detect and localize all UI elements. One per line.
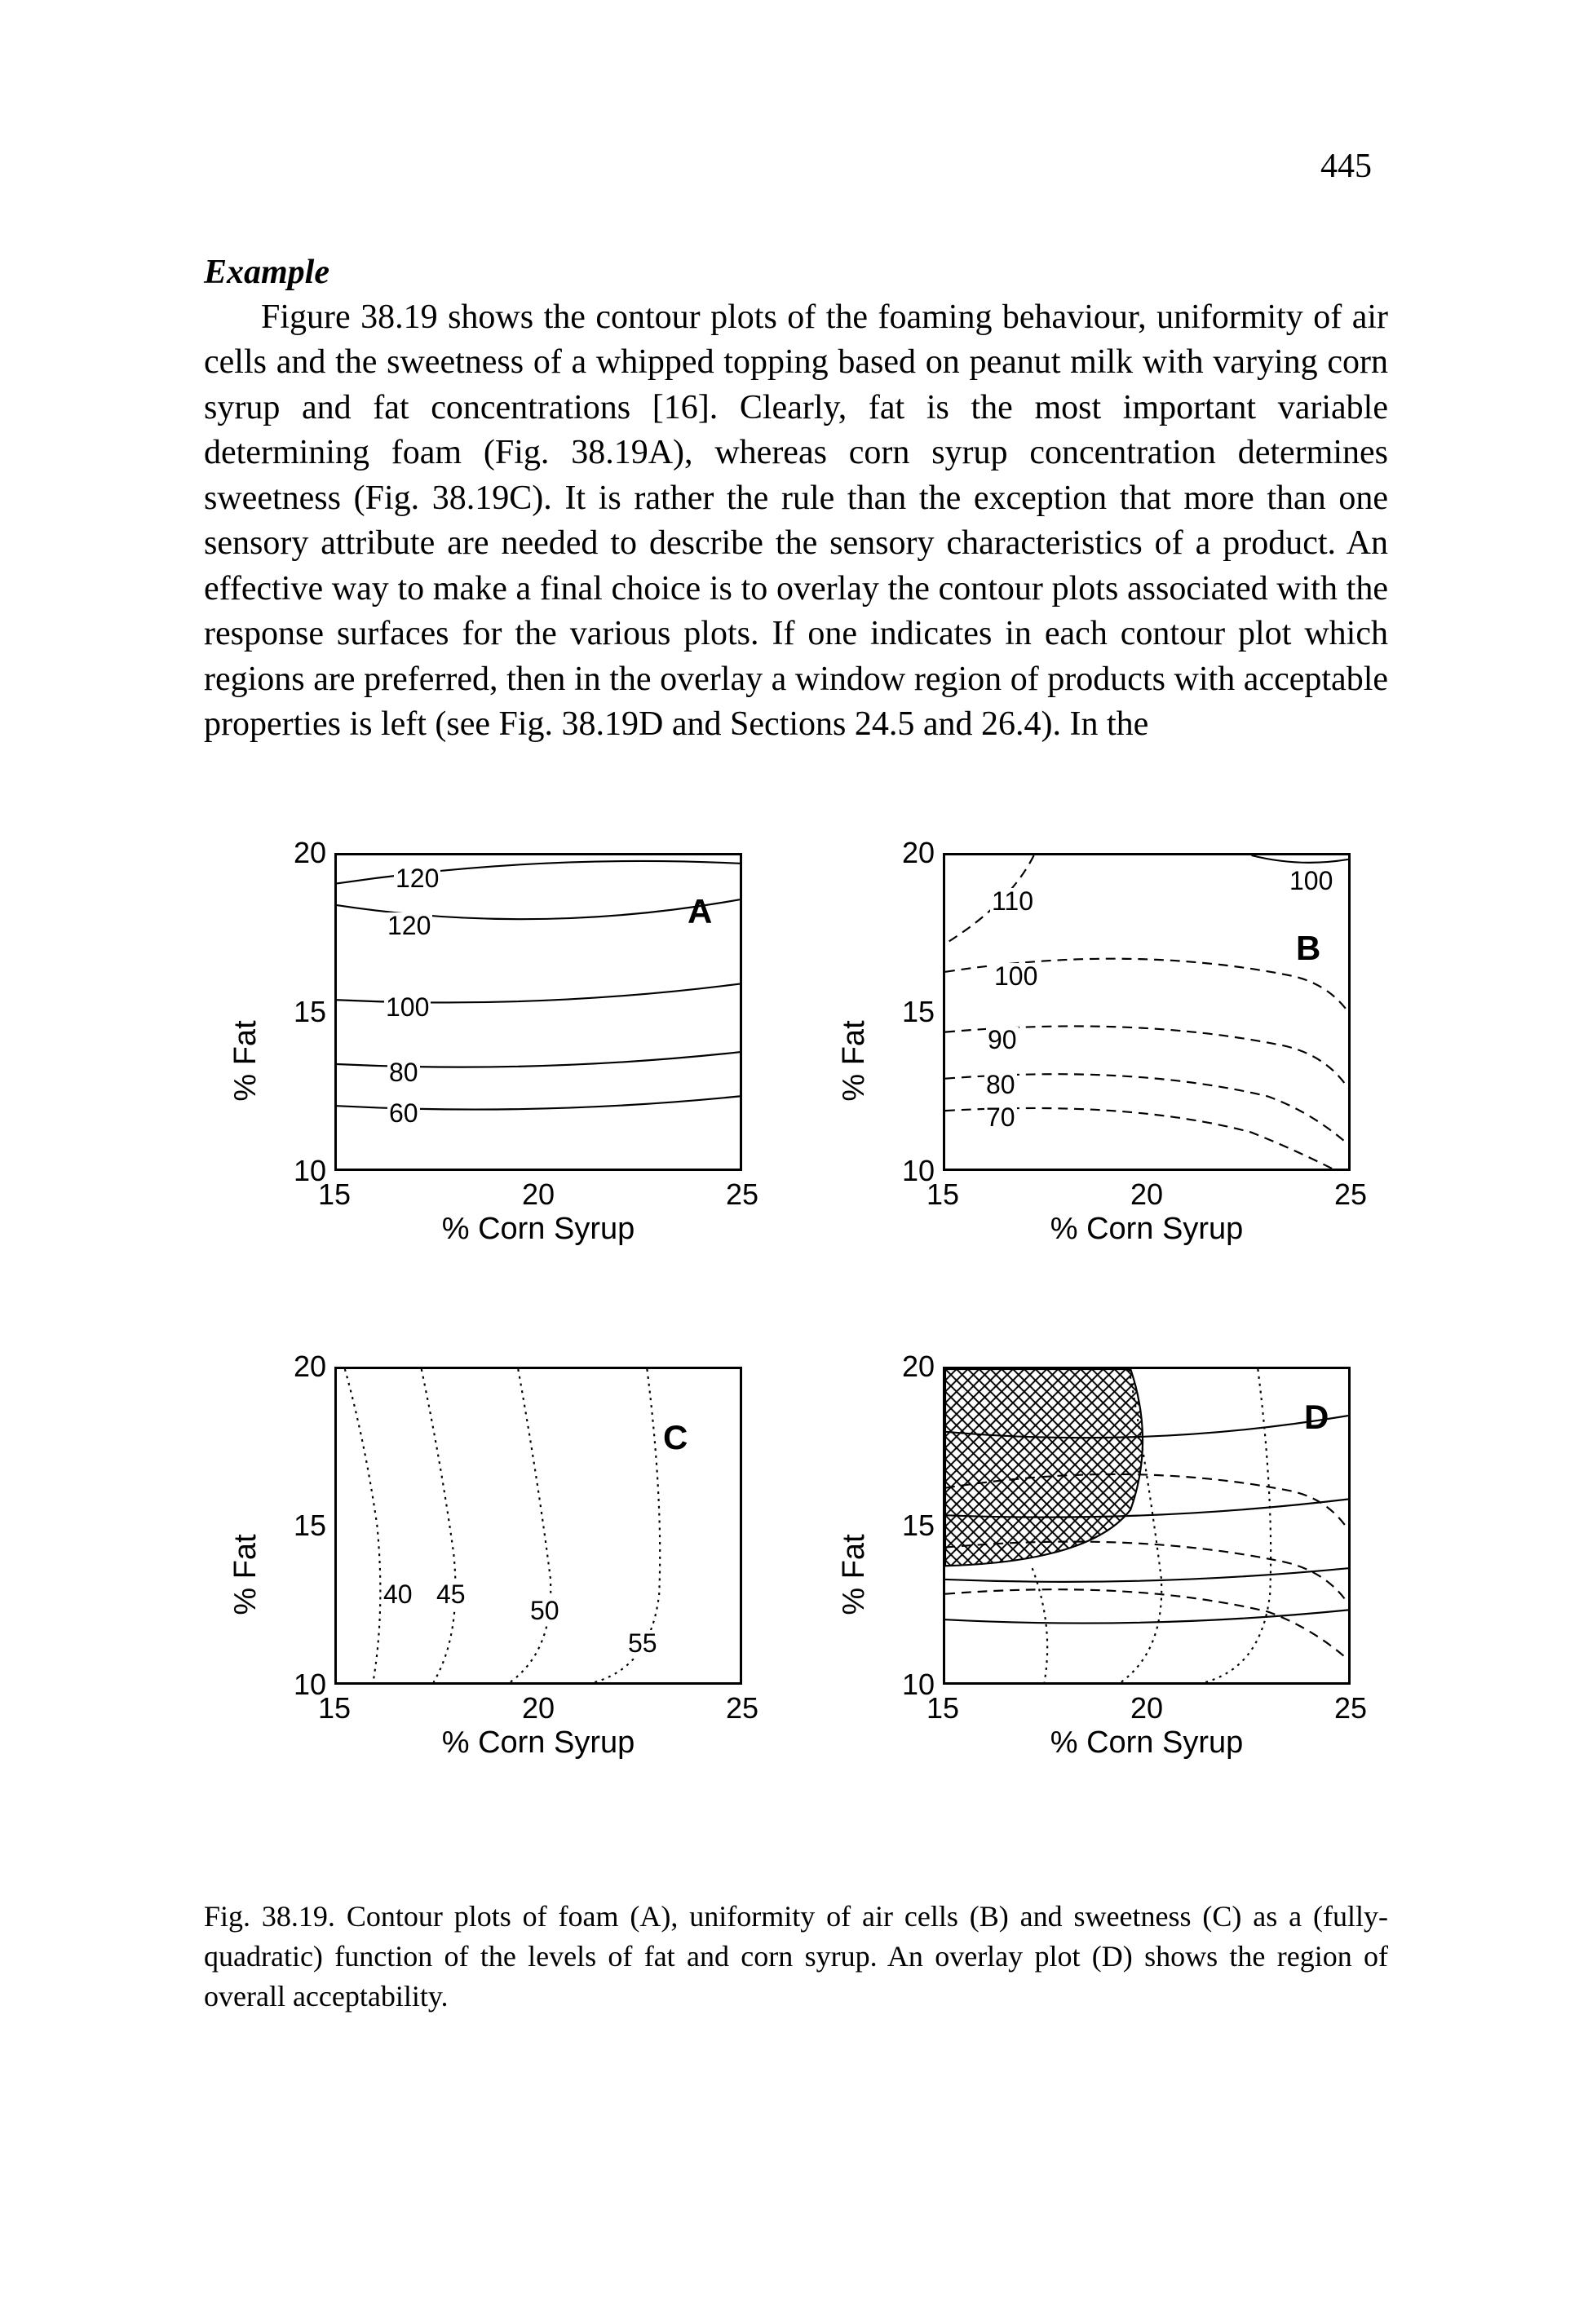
figure-grid: % Fat 20 15 10 15 20 25 % Corn Syrup A 1… [204,837,1388,1799]
y-axis-label: % Fat [837,1021,872,1102]
figure-caption: Fig. 38.19. Contour plots of foam (A), u… [204,1897,1388,2016]
y-axis-label: % Fat [837,1535,872,1615]
page: 445 Example Figure 38.19 shows the conto… [0,0,1592,2324]
contour-label: 120 [394,865,440,891]
x-axis-label: % Corn Syrup [943,1212,1351,1247]
ytick: 15 [886,995,935,1029]
contour-label: 90 [986,1027,1019,1053]
section-heading: Example [204,253,1388,292]
ytick: 15 [277,995,326,1029]
plot-frame-b: B 100 110 100 90 80 70 [943,853,1351,1171]
contour-label: 100 [1288,868,1334,894]
plot-frame-d: D [943,1367,1351,1685]
xtick: 15 [310,1691,359,1725]
xtick: 20 [1122,1177,1171,1212]
panel-c: % Fat 20 15 10 15 20 25 % Corn Syrup C 4… [204,1350,775,1799]
xtick: 25 [718,1177,767,1212]
xtick: 20 [514,1177,563,1212]
plot-frame-a: A 120 120 100 80 60 [334,853,742,1171]
y-axis-label: % Fat [228,1021,263,1102]
y-axis-label: % Fat [228,1535,263,1615]
contour-label: 60 [387,1100,420,1126]
contour-label: 40 [382,1581,414,1607]
xtick: 25 [1326,1177,1375,1212]
ytick: 15 [277,1509,326,1543]
plot-frame-c: C 40 45 50 55 [334,1367,742,1685]
contour-label: 100 [993,963,1039,989]
x-axis-label: % Corn Syrup [943,1725,1351,1761]
page-number: 445 [1320,147,1372,186]
panel-b: % Fat 20 15 10 15 20 25 % Corn Syrup B 1… [812,837,1383,1285]
contour-label: 120 [386,912,432,939]
ytick: 15 [886,1509,935,1543]
xtick: 15 [918,1177,967,1212]
ytick: 20 [277,836,326,870]
contour-label: 50 [528,1597,561,1624]
x-axis-label: % Corn Syrup [334,1212,742,1247]
body-paragraph: Figure 38.19 shows the contour plots of … [204,295,1388,747]
xtick: 15 [918,1691,967,1725]
xtick: 25 [718,1691,767,1725]
panel-a: % Fat 20 15 10 15 20 25 % Corn Syrup A 1… [204,837,775,1285]
panel-letter-d: D [1304,1398,1329,1437]
xtick: 15 [310,1177,359,1212]
xtick: 20 [1122,1691,1171,1725]
contour-label: 45 [435,1581,467,1607]
contour-label: 80 [984,1071,1017,1098]
contour-label: 110 [990,888,1035,914]
panel-letter-a: A [688,892,712,931]
ytick: 20 [886,1350,935,1384]
xtick: 20 [514,1691,563,1725]
contour-svg-d [945,1369,1348,1682]
x-axis-label: % Corn Syrup [334,1725,742,1761]
contour-label: 55 [626,1630,659,1656]
contour-label: 70 [984,1104,1017,1130]
xtick: 25 [1326,1691,1375,1725]
contour-svg-c [337,1369,740,1682]
ytick: 20 [886,836,935,870]
panel-letter-b: B [1296,929,1320,968]
contour-label: 80 [387,1059,420,1085]
ytick: 20 [277,1350,326,1384]
panel-d: % Fat 20 15 10 15 20 25 % Corn Syrup D [812,1350,1383,1799]
contour-label: 100 [384,994,431,1020]
panel-letter-c: C [663,1418,688,1457]
